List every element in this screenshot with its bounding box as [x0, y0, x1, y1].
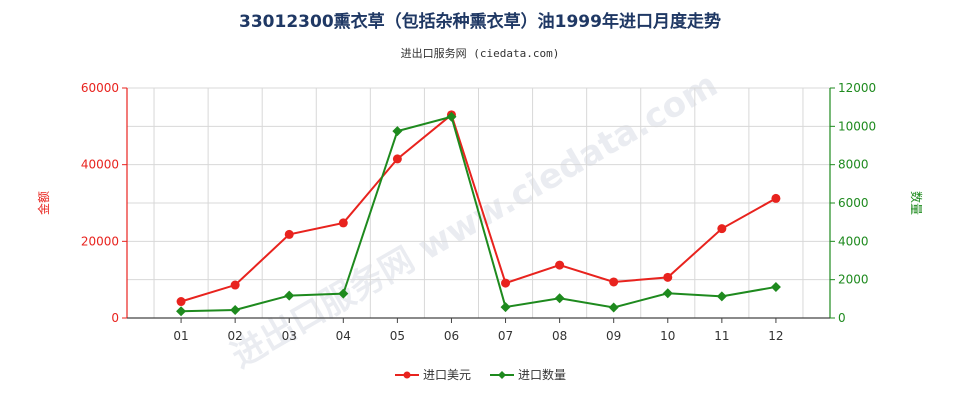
- series-2: [176, 111, 781, 317]
- legend-label: 进口数量: [518, 367, 566, 382]
- y-left-tick-label: 0: [111, 311, 119, 325]
- series-line: [180, 113, 777, 303]
- x-tick-label: 10: [660, 329, 675, 343]
- legend-label: 进口美元: [423, 368, 471, 382]
- y-right-tick-label: 4000: [838, 234, 869, 248]
- x-tick-label: 02: [228, 329, 243, 343]
- data-point: [770, 281, 781, 292]
- y-left-axis-label: 金额: [36, 191, 51, 215]
- data-point: [500, 302, 511, 313]
- y-right-tick-label: 8000: [838, 158, 869, 172]
- data-point: [230, 280, 240, 290]
- data-point: [284, 229, 294, 239]
- y-right-axis-label: 数量: [909, 191, 924, 215]
- chart-subtitle: 进出口服务网 (ciedata.com): [401, 46, 560, 60]
- legend-marker: [498, 371, 506, 379]
- y-left-tick-label: 60000: [81, 81, 119, 95]
- data-point: [176, 306, 187, 317]
- x-tick-label: 08: [552, 329, 567, 343]
- series-layer: [176, 110, 781, 317]
- data-point: [392, 126, 403, 137]
- series-line: [181, 115, 777, 313]
- chart-title: 33012300熏衣草（包括杂种熏衣草）油1999年进口月度走势: [239, 11, 721, 32]
- x-tick-label: 12: [768, 329, 783, 343]
- y-right-tick-label: 6000: [838, 196, 869, 210]
- data-point: [230, 304, 241, 315]
- data-point: [717, 224, 727, 234]
- y-right-tick-label: 2000: [838, 273, 869, 287]
- data-point: [176, 297, 186, 307]
- x-tick-label: 03: [282, 329, 297, 343]
- x-tick-label: 04: [336, 329, 351, 343]
- data-point: [338, 288, 349, 299]
- watermark: 进出口服务网 www.ciedata.com: [225, 65, 725, 377]
- legend: 进口美元 进口数量: [395, 367, 566, 382]
- data-point: [446, 111, 457, 122]
- y-left-tick-label: 40000: [81, 158, 119, 172]
- data-point: [392, 154, 402, 164]
- data-point: [662, 288, 673, 299]
- data-point: [609, 277, 619, 287]
- data-point: [716, 291, 727, 302]
- data-point: [555, 260, 565, 270]
- y-right-tick-label: 0: [838, 311, 846, 325]
- axes: [122, 87, 835, 323]
- x-tick-label: 11: [714, 329, 729, 343]
- series-1: [176, 110, 781, 307]
- legend-marker: [403, 371, 411, 379]
- x-tick-label: 07: [498, 329, 513, 343]
- tick-labels: 0 20000 40000 60000 0 2000 4000 6000 8000 10000 12…: [81, 81, 876, 343]
- x-tick-label: 06: [444, 329, 459, 343]
- y-right-tick-label: 10000: [838, 119, 876, 133]
- x-tick-label: 09: [606, 329, 621, 343]
- data-point: [338, 218, 348, 228]
- data-point: [284, 290, 295, 301]
- data-point: [554, 293, 565, 304]
- data-point: [771, 193, 781, 203]
- x-tick-label: 05: [390, 329, 405, 343]
- data-point: [663, 272, 673, 282]
- y-right-tick-label: 12000: [838, 81, 876, 95]
- data-point: [608, 302, 619, 313]
- data-point: [501, 278, 511, 288]
- x-tick-label: 01: [173, 329, 188, 343]
- y-left-tick-label: 20000: [81, 234, 119, 248]
